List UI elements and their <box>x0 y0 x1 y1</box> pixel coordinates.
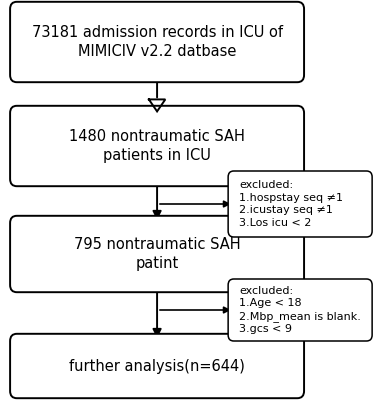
Text: 795 nontraumatic SAH
patint: 795 nontraumatic SAH patint <box>74 237 240 271</box>
FancyBboxPatch shape <box>10 2 304 82</box>
Text: 73181 admission records in ICU of
MIMICIV v2.2 datbase: 73181 admission records in ICU of MIMICI… <box>31 25 283 59</box>
Text: further analysis(n=644): further analysis(n=644) <box>69 358 245 374</box>
Text: 1480 nontraumatic SAH
patients in ICU: 1480 nontraumatic SAH patients in ICU <box>69 129 245 163</box>
FancyBboxPatch shape <box>10 334 304 398</box>
Text: excluded:
1.Age < 18
2.Mbp_mean is blank.
3.gcs < 9: excluded: 1.Age < 18 2.Mbp_mean is blank… <box>239 286 361 334</box>
FancyBboxPatch shape <box>228 279 372 341</box>
FancyBboxPatch shape <box>10 106 304 186</box>
FancyBboxPatch shape <box>228 171 372 237</box>
FancyBboxPatch shape <box>10 216 304 292</box>
Text: excluded:
1.hospstay seq ≠1
2.icustay seq ≠1
3.Los icu < 2: excluded: 1.hospstay seq ≠1 2.icustay se… <box>239 180 343 228</box>
